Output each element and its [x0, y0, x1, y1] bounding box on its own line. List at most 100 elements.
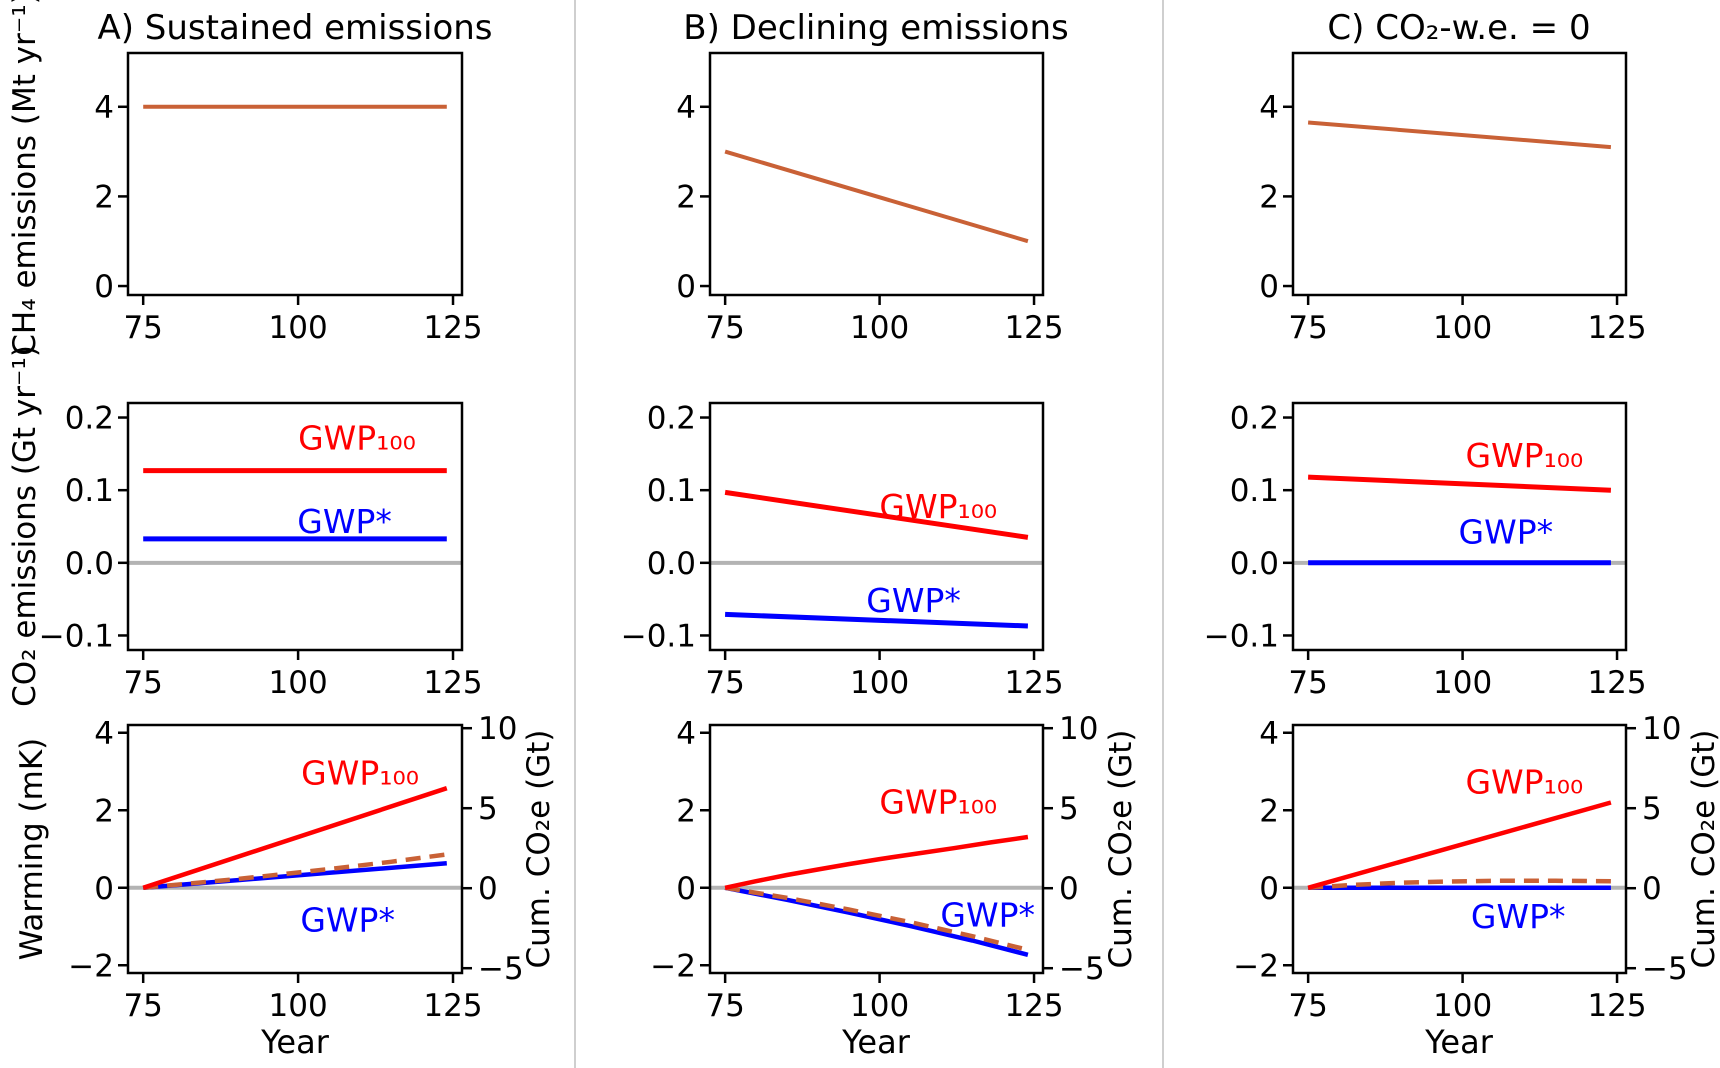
right-y-tick-label: 0	[478, 871, 498, 907]
x-tick-label: 75	[1288, 665, 1327, 701]
y-tick-label: 0.1	[65, 473, 114, 509]
y-tick-label: −2	[650, 948, 696, 984]
x-tick-label: 125	[1587, 310, 1646, 346]
x-tick-label: 125	[1587, 988, 1646, 1024]
x-tick-label: 125	[423, 310, 482, 346]
x-tick-label: 100	[1433, 988, 1492, 1024]
x-tick-label: 125	[1004, 988, 1063, 1024]
x-tick-label: 75	[1288, 310, 1327, 346]
series-line-gwp-star	[725, 611, 1028, 629]
gwpstar-label: GWP*	[1471, 897, 1566, 936]
y-tick-label: 0.0	[1230, 546, 1279, 582]
gwp100-label: GWP₁₀₀	[298, 419, 416, 458]
series-line-gwp100	[724, 489, 1029, 540]
x-tick-label: 125	[1004, 310, 1063, 346]
y-tick-label: 0.2	[1230, 401, 1279, 437]
series-line-ch4-emissions	[1307, 120, 1612, 150]
y-tick-label: 2	[94, 179, 114, 215]
plot-border	[1291, 723, 1628, 975]
panel-title-b: B) Declining emissions	[683, 8, 1069, 48]
x-tick-label: 100	[850, 988, 909, 1024]
x-tick-label: 125	[1004, 665, 1063, 701]
right-axis-label-cum-co2e-a: Cum. CO₂e (Gt)	[521, 729, 557, 969]
x-tick-label: 100	[269, 988, 328, 1024]
right-y-tick-label: 0	[1642, 871, 1662, 907]
y-tick-label: 0.2	[65, 401, 114, 437]
y-tick-label: 2	[676, 793, 696, 829]
series-line-co2-we-dashed	[142, 852, 448, 891]
y-tick-label: −0.1	[39, 618, 114, 654]
x-tick-label: 75	[705, 665, 744, 701]
x-tick-label: 75	[1288, 988, 1327, 1024]
gwp100-label: GWP₁₀₀	[879, 783, 997, 822]
y-tick-label: 2	[1259, 179, 1279, 215]
gwpstar-label: GWP*	[1459, 512, 1554, 551]
gwp100-label: GWP₁₀₀	[1465, 762, 1583, 801]
plot-border	[708, 401, 1045, 652]
plot-border	[126, 401, 464, 652]
y-tick-label: 4	[94, 90, 114, 126]
series-line-co2-we-dashed	[1307, 878, 1611, 891]
y-tick-label: 2	[676, 179, 696, 215]
x-tick-label: 125	[1587, 665, 1646, 701]
plot-border	[708, 51, 1045, 297]
y-tick-label: 4	[1259, 90, 1279, 126]
gwpstar-label: GWP*	[297, 502, 392, 541]
right-y-tick-label: 0	[1059, 871, 1079, 907]
panel-title-c: C) CO₂-w.e. = 0	[1327, 8, 1591, 48]
x-tick-label: 75	[123, 665, 162, 701]
x-tick-label: 75	[123, 310, 162, 346]
y-tick-label: 2	[1259, 793, 1279, 829]
x-tick-label: 75	[705, 310, 744, 346]
plot-border	[1291, 401, 1628, 652]
panel-title-a: A) Sustained emissions	[97, 8, 493, 48]
plot-border	[708, 723, 1045, 975]
y-tick-label: 0	[94, 871, 114, 907]
right-y-tick-label: −5	[1642, 951, 1688, 987]
right-y-tick-label: −5	[1059, 951, 1105, 987]
y-tick-label: 4	[676, 716, 696, 752]
y-tick-label: 0	[676, 871, 696, 907]
y-tick-label: 0.0	[65, 546, 114, 582]
y-tick-label: 0.2	[647, 401, 696, 437]
right-y-tick-label: 10	[1642, 711, 1681, 747]
y-tick-label: 0	[94, 269, 114, 305]
right-y-tick-label: 10	[1059, 711, 1098, 747]
right-y-tick-label: −5	[478, 951, 524, 987]
y-tick-label: −0.1	[621, 618, 696, 654]
right-y-tick-label: 5	[1642, 791, 1662, 827]
y-tick-label: 4	[94, 716, 114, 752]
gwp100-label: GWP₁₀₀	[1465, 436, 1583, 475]
plot-border	[126, 723, 464, 975]
x-tick-label: 100	[850, 665, 909, 701]
plot-border	[126, 51, 464, 297]
gwpstar-label: GWP*	[940, 896, 1035, 935]
y-tick-label: −2	[1233, 948, 1279, 984]
y-tick-label: −2	[68, 948, 114, 984]
gwpstar-label: GWP*	[300, 901, 395, 940]
x-tick-label: 100	[269, 310, 328, 346]
column-divider	[1162, 0, 1164, 1068]
x-tick-label: 100	[1433, 665, 1492, 701]
gwp100-label: GWP₁₀₀	[879, 487, 997, 526]
x-axis-label-year-b: Year	[842, 1023, 910, 1061]
right-y-tick-label: 5	[478, 791, 498, 827]
series-line-gwp100	[142, 786, 448, 890]
x-tick-label: 125	[423, 988, 482, 1024]
right-y-tick-label: 10	[478, 711, 517, 747]
gwp100-label: GWP₁₀₀	[301, 753, 419, 792]
x-axis-label-year-a: Year	[261, 1023, 329, 1061]
right-axis-label-cum-co2e-b: Cum. CO₂e (Gt)	[1103, 729, 1139, 969]
y-tick-label: −0.1	[1204, 618, 1279, 654]
plot-border	[1291, 51, 1628, 297]
series-line-ch4-emissions	[724, 149, 1029, 244]
series-line-co2-we-dashed	[724, 885, 1029, 952]
series-line-gwp100	[1307, 474, 1612, 493]
series-line-gwp100	[1307, 800, 1612, 890]
series-line-gwp-star	[143, 861, 447, 891]
y-tick-label: 4	[1259, 716, 1279, 752]
column-divider	[574, 0, 576, 1068]
right-y-tick-label: 5	[1059, 791, 1079, 827]
